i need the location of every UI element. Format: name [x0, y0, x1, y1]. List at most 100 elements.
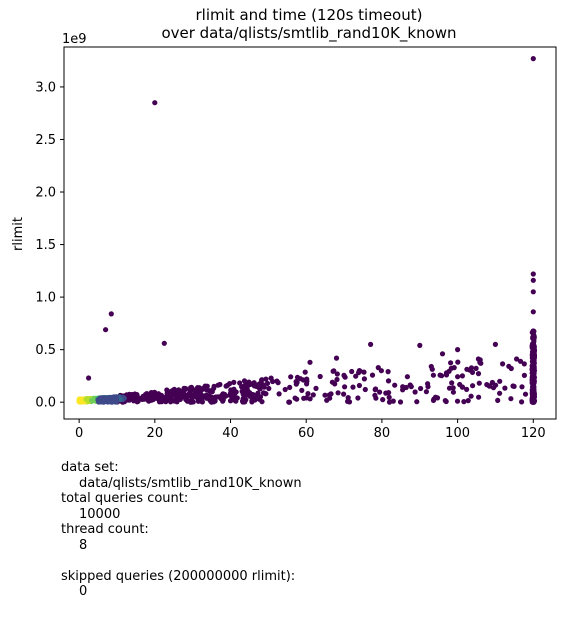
info-value: 8 — [79, 537, 88, 553]
data-point — [443, 370, 450, 376]
data-point — [184, 398, 190, 404]
data-point — [530, 344, 536, 350]
chart-subtitle: over data/qlists/smtlib_rand10K_known — [161, 24, 456, 43]
data-point — [192, 394, 198, 400]
data-point — [201, 393, 207, 399]
data-point — [430, 372, 436, 378]
data-point — [215, 382, 221, 388]
data-point — [262, 391, 268, 397]
data-point — [167, 396, 173, 402]
info-label: thread count: — [61, 522, 149, 537]
data-point — [342, 374, 348, 380]
data-point — [268, 375, 274, 381]
data-point — [530, 271, 536, 277]
data-point — [243, 382, 249, 388]
data-point — [206, 388, 212, 394]
data-point — [231, 379, 237, 385]
y-tick-label: 0.0 — [35, 396, 56, 411]
data-point — [287, 384, 293, 390]
data-point — [310, 392, 316, 398]
data-point — [377, 389, 383, 395]
data-point — [522, 391, 529, 397]
data-point — [327, 395, 333, 401]
data-point — [530, 390, 536, 397]
data-point — [403, 384, 409, 391]
data-point — [455, 374, 461, 380]
data-point — [304, 381, 310, 387]
x-tick-label: 60 — [298, 426, 315, 441]
data-point — [473, 365, 479, 371]
chart-title: rlimit and time (120s timeout) — [196, 6, 423, 24]
data-point — [508, 396, 514, 402]
data-point — [459, 384, 465, 390]
data-point — [470, 383, 476, 389]
info-value: 0 — [79, 584, 88, 599]
data-point — [465, 398, 471, 404]
data-point — [152, 100, 158, 106]
data-point — [425, 381, 431, 387]
data-point — [96, 398, 102, 404]
y-tick-label: 1.5 — [35, 238, 56, 253]
data-point — [307, 359, 313, 365]
data-point — [103, 327, 109, 333]
data-point — [530, 309, 536, 315]
x-tick-label: 80 — [374, 426, 391, 441]
data-point — [172, 387, 178, 393]
info-value: 10000 — [79, 506, 121, 522]
x-tick-label: 120 — [521, 426, 546, 441]
data-point — [434, 395, 441, 401]
data-point — [476, 380, 482, 386]
data-point — [334, 376, 340, 383]
data-point — [477, 357, 483, 363]
data-point — [369, 372, 376, 378]
data-point — [240, 399, 246, 405]
data-point — [530, 374, 536, 380]
data-point — [514, 356, 520, 362]
data-point — [497, 378, 503, 384]
data-point — [244, 388, 250, 394]
x-tick-label: 100 — [445, 426, 470, 441]
y-tick-label: 0.5 — [35, 343, 56, 358]
data-point — [356, 368, 362, 374]
data-point — [385, 369, 391, 375]
data-point — [530, 277, 536, 283]
data-point — [355, 395, 361, 401]
data-point — [373, 395, 379, 401]
data-point — [249, 394, 255, 400]
data-point — [266, 385, 272, 392]
data-point — [417, 342, 423, 348]
y-tick-label: 3.0 — [35, 80, 56, 95]
data-point — [531, 338, 537, 344]
data-point — [282, 386, 288, 393]
data-point — [181, 393, 187, 399]
data-point — [227, 398, 234, 404]
data-point — [397, 399, 404, 405]
data-point — [408, 384, 414, 390]
data-point — [353, 373, 359, 379]
data-point — [500, 361, 506, 367]
data-point — [461, 399, 467, 405]
data-point — [108, 311, 114, 317]
data-point — [497, 390, 503, 396]
data-point — [375, 365, 381, 371]
data-point — [492, 341, 498, 347]
data-point — [342, 384, 348, 390]
data-point — [264, 380, 271, 386]
data-point — [380, 397, 386, 403]
data-point — [259, 399, 265, 405]
data-point — [356, 382, 362, 389]
data-point — [442, 398, 448, 404]
data-point — [317, 373, 323, 380]
y-axis-label: rlimit — [11, 217, 26, 251]
data-point — [386, 394, 392, 400]
data-point — [227, 381, 233, 387]
data-point — [126, 391, 132, 397]
data-point — [468, 393, 474, 399]
data-point — [251, 380, 257, 386]
data-point — [506, 363, 512, 369]
axis-ticks: 0 20 40 60 80 100 120 0.0 0.5 1.0 1.5 2.0 2.5 3.0 — [35, 80, 545, 441]
data-point — [502, 385, 508, 391]
data-point — [439, 351, 446, 357]
data-point — [77, 397, 83, 403]
data-point — [418, 385, 424, 392]
